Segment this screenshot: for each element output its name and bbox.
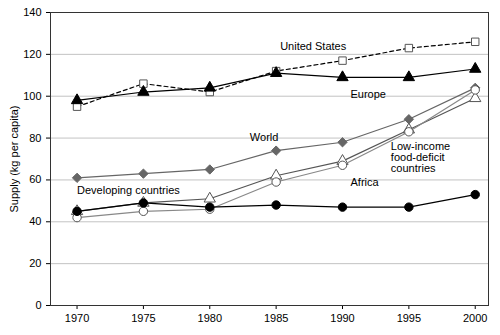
svg-text:Europe: Europe <box>351 88 386 100</box>
svg-text:Africa: Africa <box>351 176 380 188</box>
svg-text:0: 0 <box>35 299 41 311</box>
svg-text:120: 120 <box>23 48 41 60</box>
svg-text:140: 140 <box>23 6 41 18</box>
svg-text:Low-incomefood-deficitcountrie: Low-incomefood-deficitcountries <box>391 140 450 174</box>
svg-text:2000: 2000 <box>463 312 487 324</box>
svg-text:1970: 1970 <box>65 312 89 324</box>
svg-text:World: World <box>250 131 279 143</box>
svg-text:1985: 1985 <box>264 312 288 324</box>
svg-text:1990: 1990 <box>330 312 354 324</box>
svg-text:United States: United States <box>280 40 347 52</box>
svg-text:80: 80 <box>29 132 41 144</box>
svg-text:1980: 1980 <box>198 312 222 324</box>
svg-text:1975: 1975 <box>131 312 155 324</box>
svg-text:Supply (kg per capita): Supply (kg per capita) <box>8 106 20 213</box>
svg-text:60: 60 <box>29 173 41 185</box>
svg-text:Developing countries: Developing countries <box>77 184 180 196</box>
svg-text:1995: 1995 <box>397 312 421 324</box>
svg-text:20: 20 <box>29 257 41 269</box>
svg-text:40: 40 <box>29 215 41 227</box>
svg-text:100: 100 <box>23 90 41 102</box>
